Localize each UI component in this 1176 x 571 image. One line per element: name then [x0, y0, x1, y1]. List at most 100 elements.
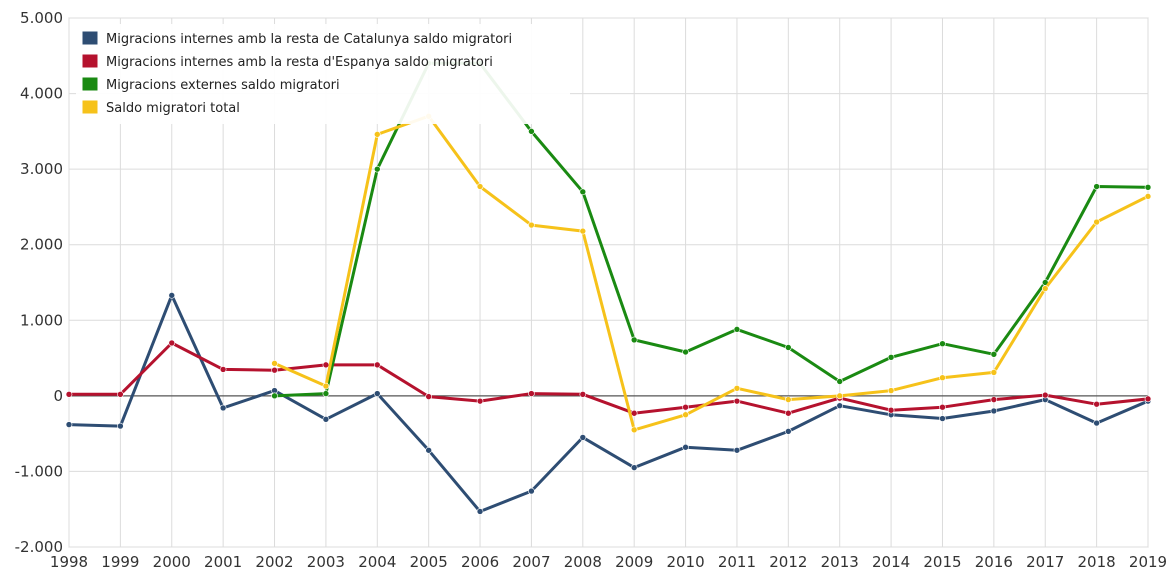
data-point	[990, 369, 998, 376]
x-tick-label: 2003	[307, 553, 345, 571]
legend-swatch	[81, 30, 99, 46]
data-point	[271, 392, 278, 400]
data-point	[579, 434, 587, 441]
data-point	[939, 374, 946, 382]
series-1	[65, 292, 1152, 515]
data-point	[990, 350, 998, 358]
data-point	[322, 382, 330, 390]
data-point	[785, 396, 792, 403]
data-point	[1093, 218, 1100, 226]
data-point	[1093, 183, 1100, 190]
data-point	[579, 227, 587, 235]
x-tick-label: 2004	[358, 553, 396, 571]
x-tick-label: 1999	[101, 553, 139, 571]
data-point	[630, 409, 638, 417]
data-point	[117, 391, 124, 398]
data-point	[1093, 400, 1100, 408]
series-line	[67, 293, 1150, 513]
data-point	[271, 366, 278, 374]
data-point	[1093, 419, 1100, 427]
x-tick-label: 2017	[1026, 553, 1064, 571]
x-tick-label: 2010	[666, 553, 704, 571]
y-tick-label: 1.000	[20, 311, 63, 329]
data-point	[168, 292, 176, 299]
data-point	[528, 390, 535, 397]
data-point	[887, 387, 895, 394]
legend-box	[76, 24, 570, 124]
x-tick-label: 2006	[461, 553, 499, 571]
legend-label: Saldo migratori total	[106, 101, 240, 116]
data-point	[990, 407, 998, 415]
data-point	[322, 390, 330, 397]
legend-label: Migracions internes amb la resta de Cata…	[106, 32, 512, 47]
data-point	[425, 446, 432, 454]
data-point	[630, 426, 638, 434]
data-point	[733, 384, 741, 392]
data-point	[630, 464, 638, 471]
data-point	[219, 366, 227, 373]
data-point	[1144, 395, 1152, 403]
data-point	[219, 404, 227, 412]
data-point	[990, 396, 998, 403]
data-point	[425, 393, 432, 400]
x-tick-label: 2005	[410, 553, 448, 571]
data-point	[785, 409, 792, 417]
y-tick-label: 0	[53, 387, 63, 405]
data-point	[1144, 193, 1152, 200]
x-tick-label: 2011	[718, 553, 756, 571]
legend-swatch	[81, 76, 99, 92]
data-point	[785, 428, 792, 435]
series-line	[67, 341, 1150, 415]
data-point	[887, 406, 895, 414]
x-tick-label: 2002	[255, 553, 293, 571]
data-point	[1144, 183, 1152, 191]
data-point	[528, 487, 535, 495]
x-tick-label: 2001	[204, 553, 242, 571]
data-point	[476, 397, 484, 405]
legend-label: Migracions externes saldo migratori	[106, 78, 340, 93]
y-tick-label: 4.000	[20, 85, 63, 103]
data-point	[630, 336, 638, 344]
x-tick-label: 2007	[512, 553, 550, 571]
data-point	[168, 339, 176, 347]
data-point	[373, 361, 381, 369]
data-point	[785, 344, 792, 351]
y-tick-label: -2.000	[15, 538, 63, 556]
data-point	[682, 348, 689, 356]
x-tick-label: 2008	[564, 553, 602, 571]
y-tick-label: 3.000	[20, 160, 63, 178]
data-point	[1041, 391, 1049, 399]
data-point	[733, 326, 741, 333]
series-4	[271, 112, 1152, 434]
data-point	[373, 165, 381, 173]
y-tick-label: -1.000	[15, 462, 63, 480]
x-tick-label: 2016	[975, 553, 1013, 571]
data-point	[65, 391, 73, 398]
x-tick-label: 2014	[872, 553, 910, 571]
data-point	[939, 403, 946, 411]
legend: Migracions internes amb la resta de Cata…	[76, 24, 570, 124]
data-point	[836, 392, 844, 400]
x-tick-label: 2012	[769, 553, 807, 571]
data-point	[1041, 285, 1049, 292]
legend-label: Migracions internes amb la resta d'Espan…	[106, 55, 493, 70]
data-point	[682, 411, 689, 419]
axes: -2.000 -1.000 0 1.000 2.000 3.000 4.000 5.000 19…	[15, 9, 1167, 571]
series-2	[65, 339, 1152, 417]
data-point	[373, 131, 381, 138]
data-point	[733, 446, 741, 454]
x-tick-label: 2019	[1129, 553, 1167, 571]
x-tick-label: 2009	[615, 553, 653, 571]
x-tick-label: 2018	[1078, 553, 1116, 571]
data-point	[939, 340, 946, 348]
data-point	[682, 403, 689, 411]
data-point	[117, 422, 124, 430]
data-point	[322, 415, 330, 423]
x-tick-label: 2013	[821, 553, 859, 571]
legend-swatch	[81, 53, 99, 69]
x-tick-label: 1998	[50, 553, 88, 571]
data-point	[322, 361, 330, 369]
data-point	[476, 183, 484, 190]
data-point	[271, 360, 278, 367]
